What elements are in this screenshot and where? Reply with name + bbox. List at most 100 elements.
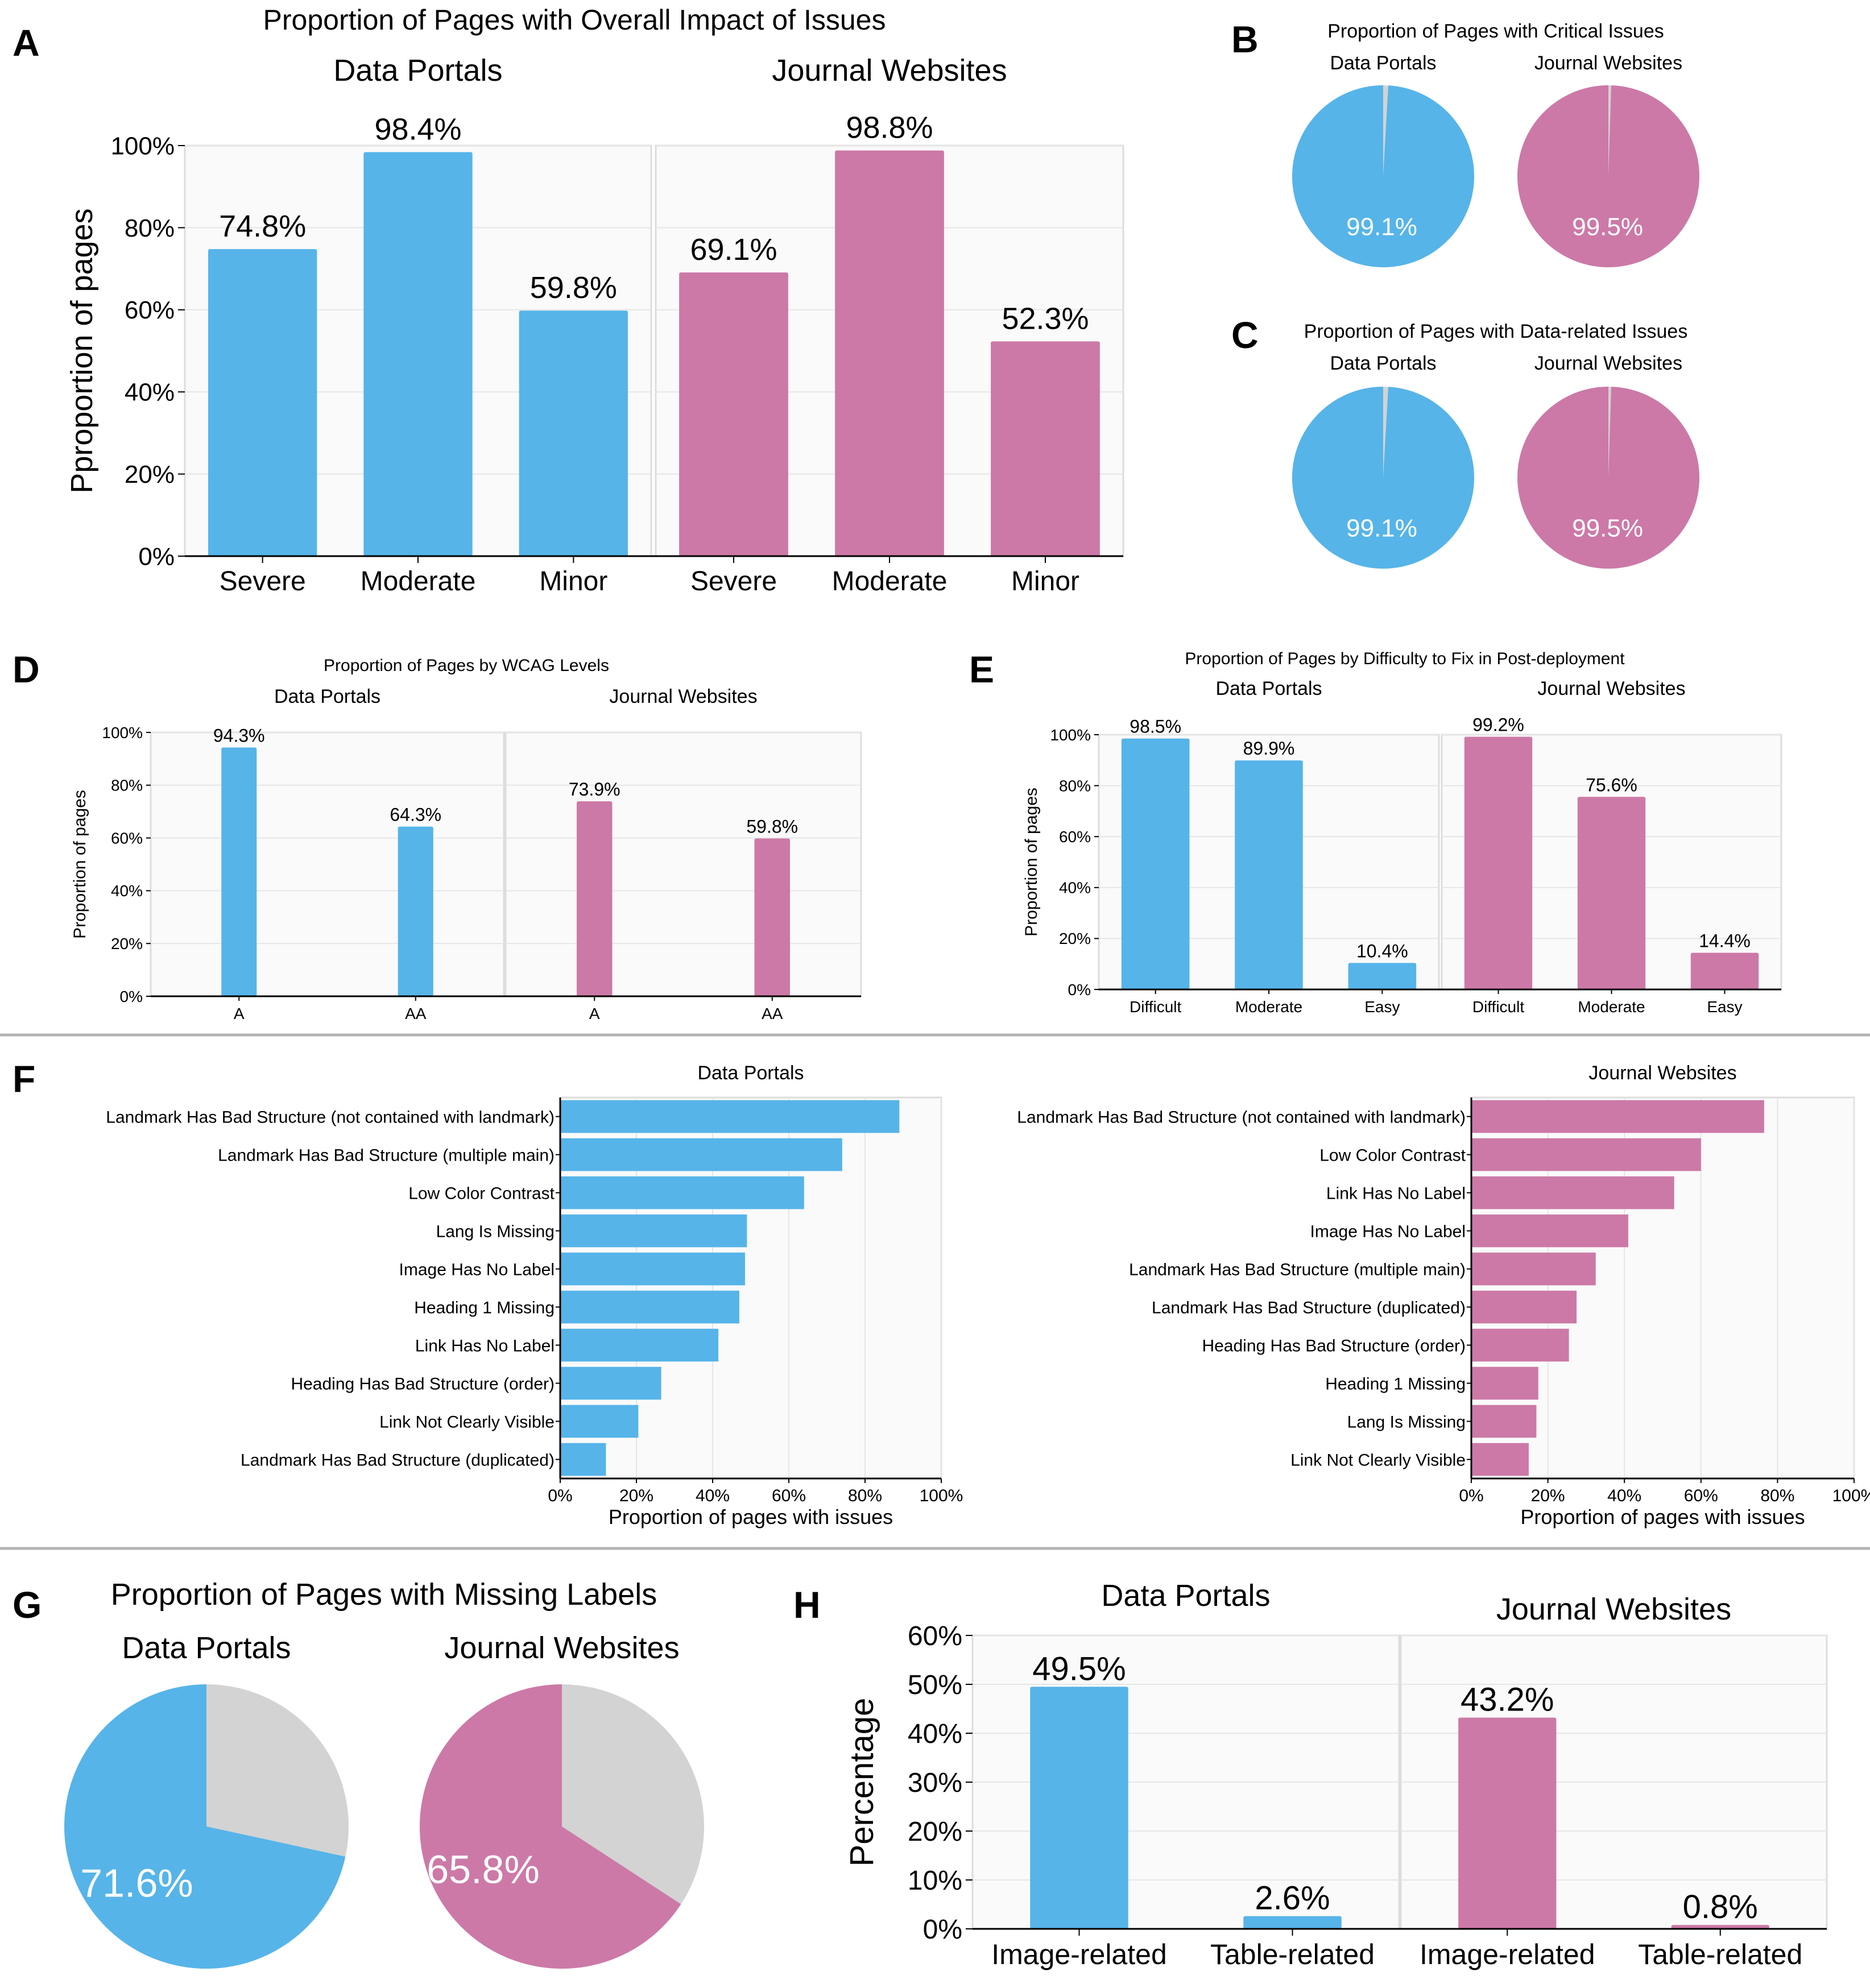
pie-title: Journal Websites xyxy=(1534,353,1682,374)
bar xyxy=(560,1100,900,1133)
y-axis-label: Proportion of pages xyxy=(71,790,89,939)
bar xyxy=(835,150,944,556)
bar xyxy=(1471,1214,1628,1248)
x-tick-label: 20% xyxy=(619,1486,653,1505)
data-label: 14.4% xyxy=(1699,930,1751,951)
x-tick-label: Moderate xyxy=(1235,998,1302,1016)
data-label: 98.5% xyxy=(1130,716,1181,737)
y-tick-label: 0% xyxy=(138,542,175,570)
bar xyxy=(398,826,433,996)
y-tick-label: 0% xyxy=(1068,981,1091,999)
category-label: Heading 1 Missing xyxy=(414,1299,555,1318)
x-tick-label: Table-related xyxy=(1638,1939,1802,1970)
bar xyxy=(1471,1252,1596,1286)
facet-title: Data Portals xyxy=(697,1062,804,1084)
data-label: 0.8% xyxy=(1683,1888,1758,1925)
panel-letter-a: A xyxy=(13,22,40,64)
data-label: 94.3% xyxy=(213,725,265,746)
panel-e-title: Proportion of Pages by Difficulty to Fix… xyxy=(1185,649,1625,668)
x-tick-label: Severe xyxy=(220,566,306,597)
pie-title: Data Portals xyxy=(1330,52,1436,74)
data-label: 43.2% xyxy=(1461,1681,1554,1718)
bar xyxy=(1030,1687,1128,1929)
x-tick-label: Minor xyxy=(539,566,607,597)
bar xyxy=(991,341,1100,556)
facet-title: Journal Websites xyxy=(1588,1062,1736,1084)
category-label: Heading Has Bad Structure (order) xyxy=(291,1375,555,1394)
x-tick-label: 20% xyxy=(1531,1486,1565,1505)
panel-letter-f: F xyxy=(13,1058,35,1100)
bar xyxy=(754,838,790,996)
y-axis-label: Proportion of pages xyxy=(1022,788,1041,937)
pie-label: 99.5% xyxy=(1572,514,1643,542)
panel-h-bar-chart: Data Portals 49.5% Image-related 2.6% Table-… xyxy=(843,1579,1828,1970)
pie-label: 71.6% xyxy=(80,1861,193,1905)
category-label: Landmark Has Bad Structure (multiple mai… xyxy=(218,1146,555,1165)
bar xyxy=(519,310,628,556)
x-tick-label: Moderate xyxy=(1578,998,1645,1016)
bar xyxy=(679,272,788,556)
y-tick-label: 100% xyxy=(110,132,175,160)
data-label: 75.6% xyxy=(1586,775,1637,795)
facet-title: Data Portals xyxy=(333,53,502,88)
bar xyxy=(1464,736,1533,989)
panel-letter-c: C xyxy=(1231,314,1259,356)
plot-area xyxy=(504,731,862,997)
bar xyxy=(1348,963,1417,989)
panel-a-title: Proportion of Pages with Overall Impact … xyxy=(263,4,886,36)
bar xyxy=(1121,738,1190,989)
data-label: 10.4% xyxy=(1356,941,1408,961)
x-tick-label: Minor xyxy=(1011,566,1079,597)
pie-slice-value xyxy=(419,1684,681,1969)
y-tick-label: 10% xyxy=(908,1866,962,1896)
data-label: 73.9% xyxy=(569,779,620,800)
category-label: Heading Has Bad Structure (order) xyxy=(1202,1337,1466,1356)
facet-title: Journal Websites xyxy=(1496,1592,1731,1626)
bar xyxy=(1235,760,1303,989)
panel-b-pie-charts: Data Portals 99.1% Journal Websites 99.5% xyxy=(1292,52,1699,267)
x-tick-label: 40% xyxy=(1607,1486,1641,1505)
panel-g-title: Proportion of Pages with Missing Labels xyxy=(111,1577,657,1612)
panel-g-pie-charts: Data Portals 71.6% Journal Websites 65.8% xyxy=(64,1631,704,1969)
y-tick-label: 20% xyxy=(1059,930,1091,947)
pie-slice-value xyxy=(1517,387,1699,569)
category-label: Image Has No Label xyxy=(1310,1223,1466,1241)
category-label: Link Has No Label xyxy=(415,1337,555,1356)
panel-d-bar-chart: Data Portals 94.3% A 64.3% AA Journal Website… xyxy=(71,686,862,1022)
y-tick-label: 80% xyxy=(1059,777,1091,794)
category-label: Landmark Has Bad Structure (not containe… xyxy=(106,1108,555,1127)
x-tick-label: Image-related xyxy=(1420,1939,1595,1970)
pie-title: Data Portals xyxy=(122,1631,291,1665)
panel-f-horizontal-bar-charts: Data Portals Landmark Has Bad Structure (… xyxy=(106,1062,1870,1529)
x-tick-label: Difficult xyxy=(1472,998,1525,1016)
x-tick-label: Severe xyxy=(690,566,777,597)
y-axis-label: Percentage xyxy=(843,1698,880,1867)
facet-title: Journal Websites xyxy=(772,53,1007,88)
bar xyxy=(1471,1366,1538,1400)
data-label: 59.8% xyxy=(530,271,617,305)
panel-letter-d: D xyxy=(13,648,40,690)
category-label: Landmark Has Bad Structure (multiple mai… xyxy=(1129,1261,1466,1279)
data-label: 98.8% xyxy=(846,111,933,145)
data-label: 64.3% xyxy=(390,805,441,825)
y-tick-label: 20% xyxy=(111,935,143,952)
y-tick-label: 20% xyxy=(125,461,175,488)
bar xyxy=(560,1443,606,1476)
data-label: 74.8% xyxy=(219,209,306,243)
bar xyxy=(1471,1328,1569,1362)
x-tick-label: Easy xyxy=(1364,998,1400,1016)
x-tick-label: A xyxy=(589,1005,600,1022)
x-tick-label: Table-related xyxy=(1210,1939,1375,1970)
data-label: 69.1% xyxy=(690,233,777,267)
y-axis-label: Pproportion of pages xyxy=(65,208,99,493)
panel-letter-b: B xyxy=(1231,18,1259,60)
pie-slice-value xyxy=(1517,85,1699,267)
x-tick-label: Moderate xyxy=(361,566,476,597)
bar xyxy=(1671,1925,1769,1929)
x-tick-label: AA xyxy=(762,1005,783,1022)
category-label: Lang Is Missing xyxy=(1347,1413,1466,1432)
y-tick-label: 60% xyxy=(1059,828,1091,846)
facet-title: Data Portals xyxy=(1101,1579,1270,1613)
pie-slice-value xyxy=(1292,387,1475,569)
panel-c-title: Proportion of Pages with Data-related Is… xyxy=(1304,321,1688,342)
